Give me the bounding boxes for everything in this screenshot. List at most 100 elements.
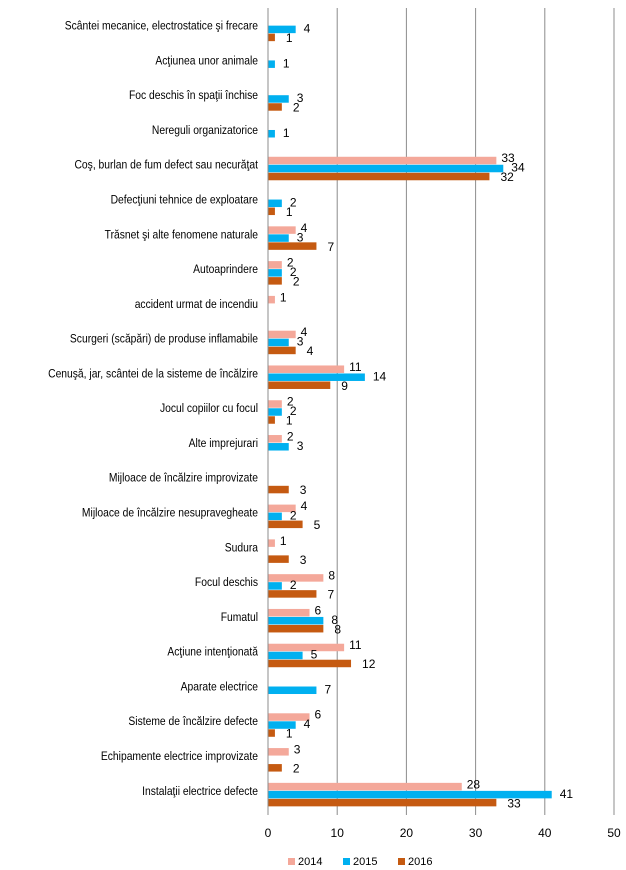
data-label: 3	[297, 335, 304, 349]
bar	[268, 713, 310, 721]
x-tick-label: 40	[538, 826, 552, 840]
bar	[268, 416, 275, 424]
y-tick-label: Instalaţii electrice defecte	[142, 785, 258, 798]
data-label: 3	[300, 553, 307, 567]
y-tick-label: Foc deschis în spaţii închise	[129, 89, 258, 102]
bar	[268, 234, 289, 242]
bar	[268, 659, 352, 668]
bar	[268, 95, 289, 103]
bar	[268, 269, 282, 277]
data-label: 2	[293, 101, 300, 115]
x-tick-label: 50	[607, 826, 621, 840]
x-tick-label: 0	[265, 826, 272, 840]
y-tick-label: Trăsnet şi alte fenomene naturale	[105, 229, 258, 242]
x-tick-label: 30	[469, 826, 483, 840]
data-label: 4	[301, 499, 308, 513]
data-label: 4	[304, 22, 311, 36]
bar	[268, 590, 317, 598]
category-group: Defecţiuni tehnice de exploatare	[111, 194, 258, 207]
bar	[268, 574, 324, 582]
category-group: Acţiune intenţionată	[167, 646, 258, 659]
data-label: 1	[283, 126, 290, 140]
bar	[268, 443, 289, 451]
bar	[268, 764, 282, 772]
y-tick-label: Aparate electrice	[181, 681, 258, 694]
bar	[268, 338, 289, 347]
data-label: 2	[290, 195, 297, 209]
bar	[268, 60, 275, 68]
bar	[268, 226, 296, 234]
y-tick-label: Scurgeri (scăpări) de produse inflamabil…	[70, 333, 258, 346]
bar	[268, 504, 296, 513]
data-label: 2	[290, 265, 297, 279]
data-label: 5	[314, 518, 321, 532]
data-label: 2	[293, 761, 300, 775]
bar	[268, 616, 324, 625]
bar	[268, 381, 331, 389]
bar	[268, 790, 552, 799]
legend-label: 2016	[408, 856, 432, 868]
category-group: Aparate electrice	[181, 681, 258, 694]
data-label: 1	[286, 31, 293, 45]
data-label: 9	[341, 379, 348, 393]
data-label: 2	[290, 404, 297, 418]
y-tick-label: Defecţiuni tehnice de exploatare	[111, 194, 258, 207]
bar	[268, 33, 275, 42]
category-group: Echipamente electrice improvizate	[101, 750, 258, 763]
bar	[268, 582, 282, 590]
bar	[268, 408, 282, 416]
category-group: Alte imprejurari	[189, 437, 258, 450]
data-label: 41	[560, 787, 574, 801]
bar	[268, 346, 296, 355]
data-label: 2	[290, 578, 297, 592]
bar	[268, 520, 303, 529]
category-group: Cenuşă, jar, scântei de la sisteme de în…	[48, 368, 258, 381]
category-group: Acţiunea unor animale	[155, 55, 258, 68]
category-group: Sudura	[225, 542, 259, 555]
data-label: 28	[467, 777, 481, 791]
x-tick-label: 20	[400, 826, 414, 840]
data-label: 1	[280, 290, 287, 304]
data-label: 7	[324, 682, 331, 696]
legend-label: 2015	[353, 856, 377, 868]
legend-label: 2014	[298, 856, 322, 868]
data-label: 34	[511, 161, 525, 175]
y-tick-label: Nereguli organizatorice	[152, 124, 258, 137]
bar	[268, 686, 317, 695]
data-label: 6	[315, 708, 322, 722]
bar	[268, 555, 289, 563]
bar	[268, 485, 289, 494]
data-label: 1	[283, 56, 290, 70]
data-label: 5	[311, 648, 318, 662]
bar	[268, 25, 296, 34]
category-group: Scântei mecanice, electrostatice şi frec…	[65, 20, 258, 33]
category-group: Instalaţii electrice defecte	[142, 785, 258, 798]
bar	[268, 798, 497, 807]
category-group: Focul deschis	[195, 576, 258, 589]
bar	[268, 748, 289, 756]
y-tick-label: Acţiune intenţionată	[167, 646, 258, 659]
data-label: 33	[507, 796, 521, 810]
legend-swatch	[343, 858, 350, 865]
bar	[268, 330, 296, 339]
bar	[268, 199, 282, 208]
data-label: 3	[297, 91, 304, 105]
y-tick-label: Mijloace de încălzire improvizate	[109, 472, 258, 485]
data-label: 8	[334, 622, 341, 636]
bar	[268, 373, 365, 381]
data-label: 1	[280, 534, 287, 548]
bar	[268, 651, 303, 660]
category-group: Jocul copiilor cu focul	[160, 403, 258, 416]
bar	[268, 103, 282, 111]
bar	[268, 164, 504, 173]
category-group: Scurgeri (scăpări) de produse inflamabil…	[70, 333, 258, 346]
y-tick-label: Jocul copiilor cu focul	[160, 403, 258, 416]
category-group: Sisteme de încălzire defecte	[128, 716, 258, 729]
y-tick-label: Cenuşă, jar, scântei de la sisteme de în…	[48, 368, 258, 381]
bar	[268, 295, 275, 304]
data-label: 2	[287, 429, 294, 443]
data-label: 4	[301, 325, 308, 339]
category-group: Trăsnet şi alte fenomene naturale	[105, 229, 258, 242]
y-tick-label: Sisteme de încălzire defecte	[128, 716, 258, 729]
